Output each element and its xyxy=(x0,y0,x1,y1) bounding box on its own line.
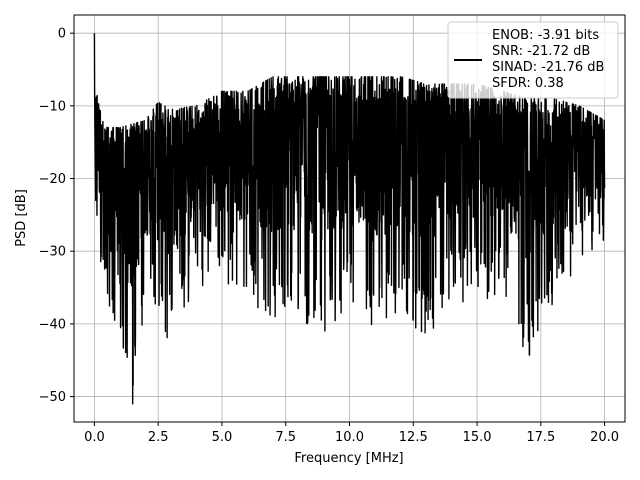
x-tick-label: 2.5 xyxy=(148,430,169,445)
y-tick-label: −30 xyxy=(39,245,66,260)
x-tick-label: 0.0 xyxy=(84,430,105,445)
x-tick-label: 15.0 xyxy=(463,430,492,445)
x-tick-label: 12.5 xyxy=(399,430,428,445)
x-tick-label: 5.0 xyxy=(212,430,233,445)
y-tick-label: −40 xyxy=(39,317,66,332)
legend-box xyxy=(447,21,619,99)
legend-entry: SINAD: -21.76 dB xyxy=(492,60,604,75)
x-tick-label: 20.0 xyxy=(590,430,619,445)
x-tick-label: 17.5 xyxy=(526,430,555,445)
y-tick-label: −20 xyxy=(39,172,66,187)
y-tick-label: −50 xyxy=(39,390,66,405)
x-tick-label: 10.0 xyxy=(335,430,364,445)
y-axis-title: PSD [dB] xyxy=(14,189,29,247)
y-tick-label: 0 xyxy=(58,27,66,42)
tick-layer: 0.0 2.5 5.0 7.5 10.0 12.5 15.0 17.5 20.0 0 −10 −20 −… xyxy=(39,27,620,445)
x-tick-label: 7.5 xyxy=(275,430,296,445)
legend-entry: ENOB: -3.91 bits xyxy=(492,28,599,43)
x-axis-title: Frequency [MHz] xyxy=(294,451,403,466)
y-tick-label: −10 xyxy=(39,99,66,114)
legend-entry: SFDR: 0.38 xyxy=(492,76,564,91)
legend-entry: SNR: -21.72 dB xyxy=(492,44,590,59)
